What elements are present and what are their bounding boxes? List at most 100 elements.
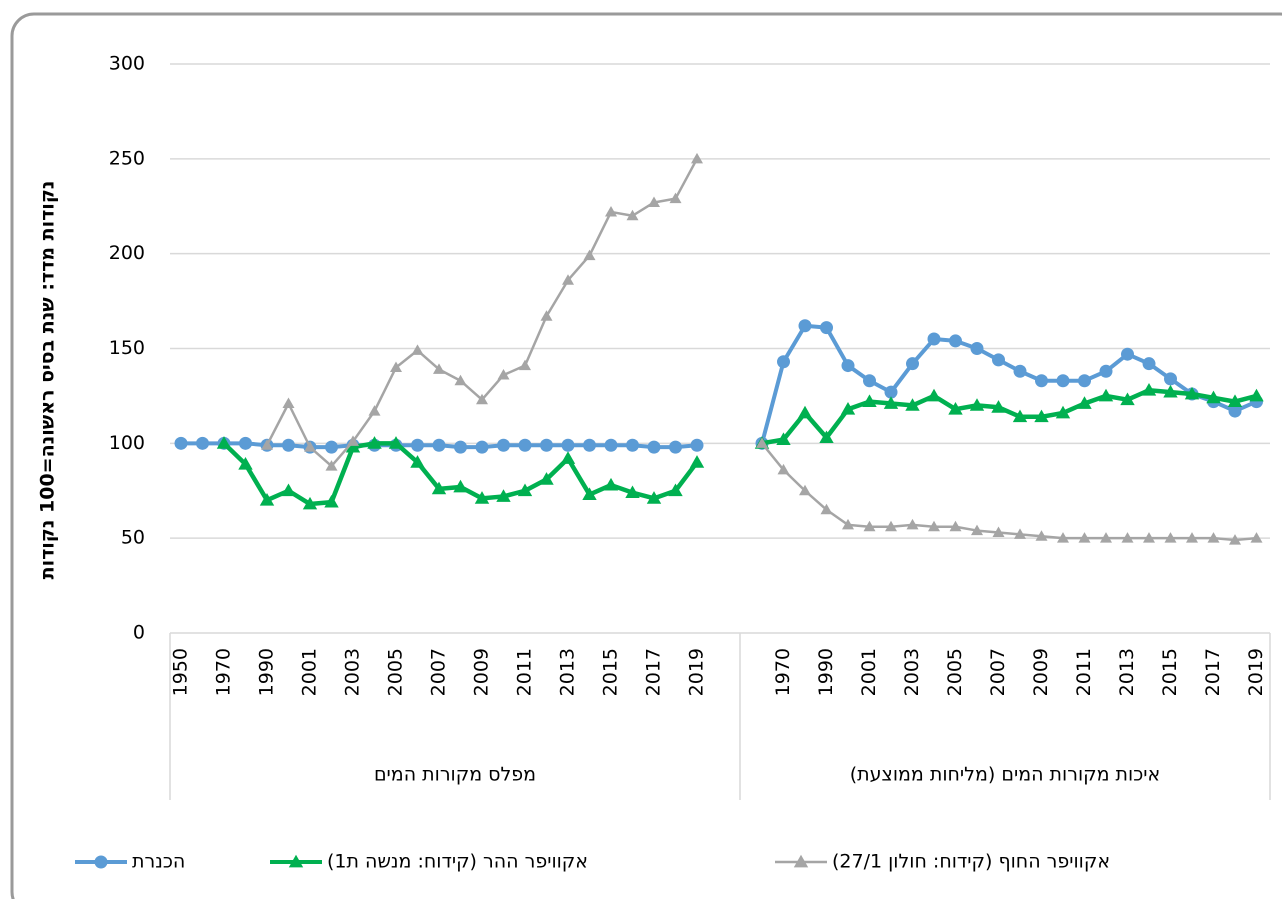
point-marker bbox=[1143, 532, 1155, 543]
point-marker bbox=[325, 440, 338, 454]
group-label: איכות מקורות המים (מליחות ממוצעת) bbox=[850, 764, 1160, 786]
point-marker bbox=[288, 854, 304, 868]
point-marker bbox=[991, 400, 1006, 413]
point-marker bbox=[647, 440, 661, 454]
point-marker bbox=[777, 355, 790, 369]
point-marker bbox=[793, 854, 809, 868]
x-tick-label: 2019 bbox=[686, 648, 708, 696]
point-marker bbox=[540, 310, 553, 321]
point-marker bbox=[302, 496, 318, 510]
y-tick-label: 250 bbox=[109, 147, 145, 169]
point-marker bbox=[259, 493, 275, 506]
point-marker bbox=[1206, 390, 1221, 404]
point-marker bbox=[388, 436, 404, 449]
x-tick-label: 1970 bbox=[772, 648, 794, 696]
point-marker bbox=[842, 518, 854, 530]
point-marker bbox=[1228, 404, 1242, 418]
point-marker bbox=[432, 438, 446, 452]
point-marker bbox=[174, 436, 188, 450]
x-tick-label: 2015 bbox=[600, 648, 622, 696]
x-tick-label: 2003 bbox=[901, 648, 923, 696]
point-marker bbox=[906, 518, 919, 530]
x-tick-label: 2007 bbox=[428, 648, 450, 696]
frame bbox=[10, 12, 1282, 899]
point-marker bbox=[561, 438, 575, 452]
point-marker bbox=[196, 436, 209, 450]
point-marker bbox=[906, 357, 919, 371]
point-marker bbox=[646, 491, 662, 504]
point-marker bbox=[1164, 372, 1177, 386]
x-tick-label: 1950 bbox=[170, 648, 192, 696]
point-marker bbox=[517, 483, 533, 497]
point-marker bbox=[669, 192, 682, 204]
point-marker bbox=[1227, 394, 1243, 408]
point-marker bbox=[777, 463, 790, 475]
point-marker bbox=[562, 274, 574, 285]
point-marker bbox=[863, 520, 876, 532]
y-tick-label: 150 bbox=[109, 337, 145, 359]
point-marker bbox=[239, 436, 252, 450]
point-marker bbox=[948, 401, 963, 415]
point-marker bbox=[431, 481, 447, 495]
point-marker bbox=[1163, 384, 1178, 398]
point-marker bbox=[862, 394, 877, 408]
point-marker bbox=[1056, 374, 1070, 388]
point-marker bbox=[970, 342, 984, 355]
point-marker bbox=[1099, 364, 1113, 378]
point-marker bbox=[1120, 392, 1135, 406]
point-marker bbox=[840, 401, 856, 415]
point-marker bbox=[454, 440, 467, 454]
point-marker bbox=[885, 520, 897, 532]
point-marker bbox=[497, 369, 510, 380]
point-marker bbox=[1121, 532, 1134, 543]
point-marker bbox=[1013, 364, 1027, 378]
point-marker bbox=[497, 438, 510, 452]
point-marker bbox=[496, 489, 511, 502]
point-marker bbox=[410, 455, 425, 468]
point-marker bbox=[820, 503, 833, 515]
point-marker bbox=[626, 209, 639, 221]
point-marker bbox=[969, 398, 985, 411]
point-marker bbox=[281, 483, 296, 497]
point-marker bbox=[1078, 374, 1091, 388]
point-marker bbox=[605, 205, 617, 217]
point-marker bbox=[691, 152, 703, 164]
point-marker bbox=[475, 440, 489, 454]
point-marker bbox=[928, 520, 940, 532]
y-tick-label: 50 bbox=[121, 527, 145, 549]
point-marker bbox=[540, 438, 553, 452]
point-marker bbox=[1100, 532, 1112, 543]
point-marker bbox=[1077, 396, 1092, 409]
point-marker bbox=[1141, 383, 1157, 396]
point-marker bbox=[992, 353, 1005, 367]
point-marker bbox=[261, 439, 273, 450]
x-tick-label: 2005 bbox=[385, 648, 407, 696]
point-marker bbox=[1057, 532, 1069, 543]
point-marker bbox=[798, 319, 812, 333]
point-marker bbox=[347, 435, 359, 446]
point-marker bbox=[1186, 532, 1198, 543]
point-marker bbox=[304, 441, 316, 452]
point-marker bbox=[1078, 532, 1091, 543]
point-marker bbox=[454, 374, 467, 386]
point-marker bbox=[94, 855, 108, 869]
x-tick-label: 2011 bbox=[514, 648, 536, 696]
point-marker bbox=[1229, 534, 1241, 545]
x-tick-label: 2015 bbox=[1159, 648, 1181, 696]
x-tick-label: 2017 bbox=[643, 648, 665, 696]
x-tick-label: 2003 bbox=[342, 648, 364, 696]
point-marker bbox=[476, 393, 488, 405]
point-marker bbox=[625, 485, 640, 499]
series-line bbox=[761, 442, 1257, 542]
point-marker bbox=[1184, 386, 1200, 400]
point-marker bbox=[884, 385, 898, 399]
point-marker bbox=[583, 249, 596, 261]
group-label: מפלס מקורות המים bbox=[374, 764, 536, 786]
point-marker bbox=[390, 361, 402, 372]
point-marker bbox=[905, 398, 920, 411]
point-marker bbox=[1014, 528, 1026, 539]
point-marker bbox=[1164, 532, 1177, 543]
x-tick-label: 2007 bbox=[987, 648, 1009, 696]
legend-label: הכנרת bbox=[132, 851, 185, 873]
